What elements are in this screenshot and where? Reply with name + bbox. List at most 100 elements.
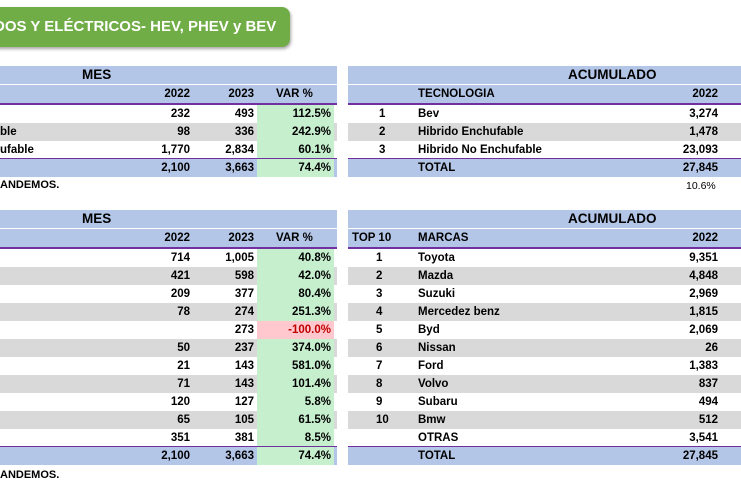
value-2023: 127 [234,396,254,408]
col-2022: 2022 [164,232,190,244]
row-number: 6 [376,342,383,354]
table-row: 2 Hibrido Enchufable 1,478 [348,123,741,141]
total-row: TOTAL 27,845 [348,447,741,465]
row-name: Volvo [418,378,449,390]
value-2022: 714 [170,252,190,264]
page-title-badge: DOS Y ELÉCTRICOS- HEV, PHEV y BEV [0,7,290,47]
total-2023: 3,663 [225,162,254,174]
acum-value: 1,383 [689,360,718,372]
value-2023: 105 [234,414,254,426]
row-number: 8 [376,378,383,390]
var-value: 42.0% [257,267,334,285]
row-name: OTRAS [418,432,459,444]
var-value: 40.8% [257,249,334,267]
table-row: ufable 1,770 2,834 60.1% [0,141,337,159]
acum-value: 9,351 [689,252,718,264]
row-name: Byd [418,324,440,336]
table-row: 1 Toyota 9,351 [348,249,741,267]
table-row: 8 Volvo 837 [348,375,741,393]
value-2023: 377 [234,288,254,300]
var-value: 60.1% [257,141,334,159]
total-2022: 2,100 [161,450,190,462]
row-name: Mercedez benz [418,306,500,318]
row-number: 2 [376,270,383,282]
row-number: 9 [376,396,383,408]
source-note: ANDEMOS. [0,179,60,191]
value-2022: 351 [170,432,190,444]
table-row: 65 105 61.5% [0,411,337,429]
top-acum-columns: TECNOLOGIA 2022 [348,85,741,103]
value-2022: 71 [177,378,190,390]
acum-value: 26 [705,342,718,354]
var-value: 8.5% [257,429,334,447]
table-row: 4 Mercedez benz 1,815 [348,303,741,321]
var-value: 5.8% [257,393,334,411]
value-2023: 493 [234,108,254,120]
row-name: Hibrido No Enchufable [418,144,542,156]
source-note: ANDEMOS. [0,469,60,481]
row-number: 3 [379,144,386,156]
var-value: 251.3% [257,303,334,321]
bottom-acum-header: ACUMULADO [348,210,741,228]
table-row: 351 381 8.5% [0,429,337,447]
var-value: 374.0% [257,339,334,357]
top-acum-label: ACUMULADO [568,67,657,82]
var-value: 581.0% [257,357,334,375]
row-name: Subaru [418,396,458,408]
row-number: 4 [376,306,383,318]
table-row: 10 Bmw 512 [348,411,741,429]
table-row: 421 598 42.0% [0,267,337,285]
table-row: 209 377 80.4% [0,285,337,303]
table-row: 21 143 581.0% [0,357,337,375]
acum-value: 2,969 [689,288,718,300]
bottom-acum-table: ACUMULADO TOP 10 MARCAS 2022 1 Toyota 9,35… [348,210,741,466]
var-value: 242.9% [257,123,334,141]
acum-value: 4,848 [689,270,718,282]
table-row: 78 274 251.3% [0,303,337,321]
bottom-acum-label: ACUMULADO [568,211,657,226]
total-row: 2,100 3,663 74.4% [0,447,337,465]
total-acum: 27,845 [682,450,718,462]
col-marcas: MARCAS [418,232,469,244]
value-2023: 598 [234,270,254,282]
col-2022: 2022 [692,232,718,244]
value-2022: 232 [170,108,190,120]
value-2022: 50 [177,342,190,354]
table-row: 71 143 101.4% [0,375,337,393]
col-var: VAR % [276,232,313,244]
top-acum-header: ACUMULADO [348,66,741,84]
table-row: 232 493 112.5% [0,105,337,123]
value-2022: 421 [170,270,190,282]
col-var: VAR % [276,88,313,100]
total-row: TOTAL 27,845 [348,159,741,177]
bottom-mes-table: MES 2022 2023 VAR % 714 1,005 40.8% 421 598 4… [0,210,337,466]
table-row: 3 Suzuki 2,969 [348,285,741,303]
col-2023: 2023 [228,88,254,100]
value-2022 [140,321,190,339]
table-row: 273 -100.0% [0,321,337,339]
table-row: 120 127 5.8% [0,393,337,411]
value-2022: 65 [177,414,190,426]
row-number: 7 [376,360,383,372]
value-2022: 78 [177,306,190,318]
total-label: TOTAL [418,162,456,174]
total-2022: 2,100 [161,162,190,174]
row-number: 5 [376,324,383,336]
table-row: 5 Byd 2,069 [348,321,741,339]
row-label: ble [0,126,17,138]
var-value: 112.5% [257,105,334,123]
top-mes-columns: 2022 2023 VAR % [0,85,337,103]
var-value: 80.4% [257,285,334,303]
row-number: 10 [376,414,389,426]
value-2023: 336 [234,126,254,138]
value-2023: 143 [234,378,254,390]
top-mes-label: MES [82,67,112,82]
row-number: 1 [379,108,386,120]
value-2023: 381 [234,432,254,444]
total-2023: 3,663 [225,450,254,462]
top-mes-table: MES 2022 2023 VAR % 232 493 112.5% ble 9… [0,66,337,177]
bottom-mes-header: MES [0,210,337,228]
row-name: Toyota [418,252,455,264]
col-top10: TOP 10 [352,232,392,244]
value-2023: 2,834 [225,144,254,156]
